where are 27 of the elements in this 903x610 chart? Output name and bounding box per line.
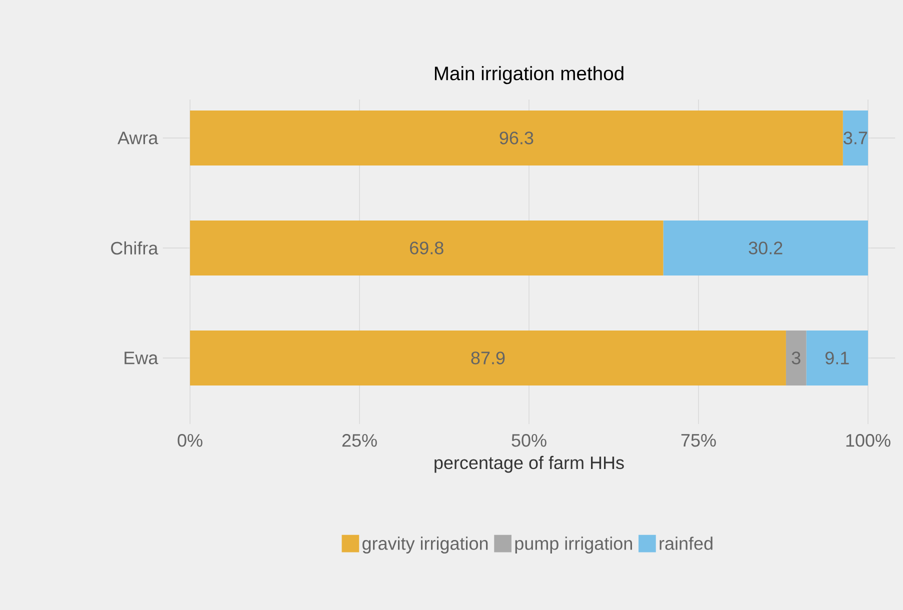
x-tick-label: 50% [512,434,546,447]
bar [190,220,664,276]
data-label: 30.2 [748,242,782,254]
data-label: 87.9 [471,352,505,364]
data-label: 3 [792,352,800,364]
x-tick-label: 75% [681,434,716,447]
data-label: 3.7 [844,132,868,144]
bar [806,330,868,386]
legend-label: pump irrigation [515,536,632,554]
bar [190,330,786,386]
legend-label: rainfed [660,536,712,550]
data-label: 69.8 [410,242,444,254]
x-tick-label: 100% [846,434,890,447]
bar [786,330,806,386]
y-tick-label: Awra [118,132,158,144]
y-tick-label: Ewa [124,352,158,364]
data-label: 9.1 [825,352,849,364]
chart-title: Main irrigation method [434,66,624,84]
x-tick-label: 0% [178,434,202,447]
y-tick-label: Chifra [111,241,158,255]
legend-label: gravity irrigation [362,536,488,554]
x-tick-label: 25% [342,434,377,447]
x-axis-title: percentage of farm HHs [434,456,624,473]
bar [663,220,868,276]
bar [842,110,868,166]
bar [190,110,843,166]
data-label: 96.3 [500,132,534,144]
